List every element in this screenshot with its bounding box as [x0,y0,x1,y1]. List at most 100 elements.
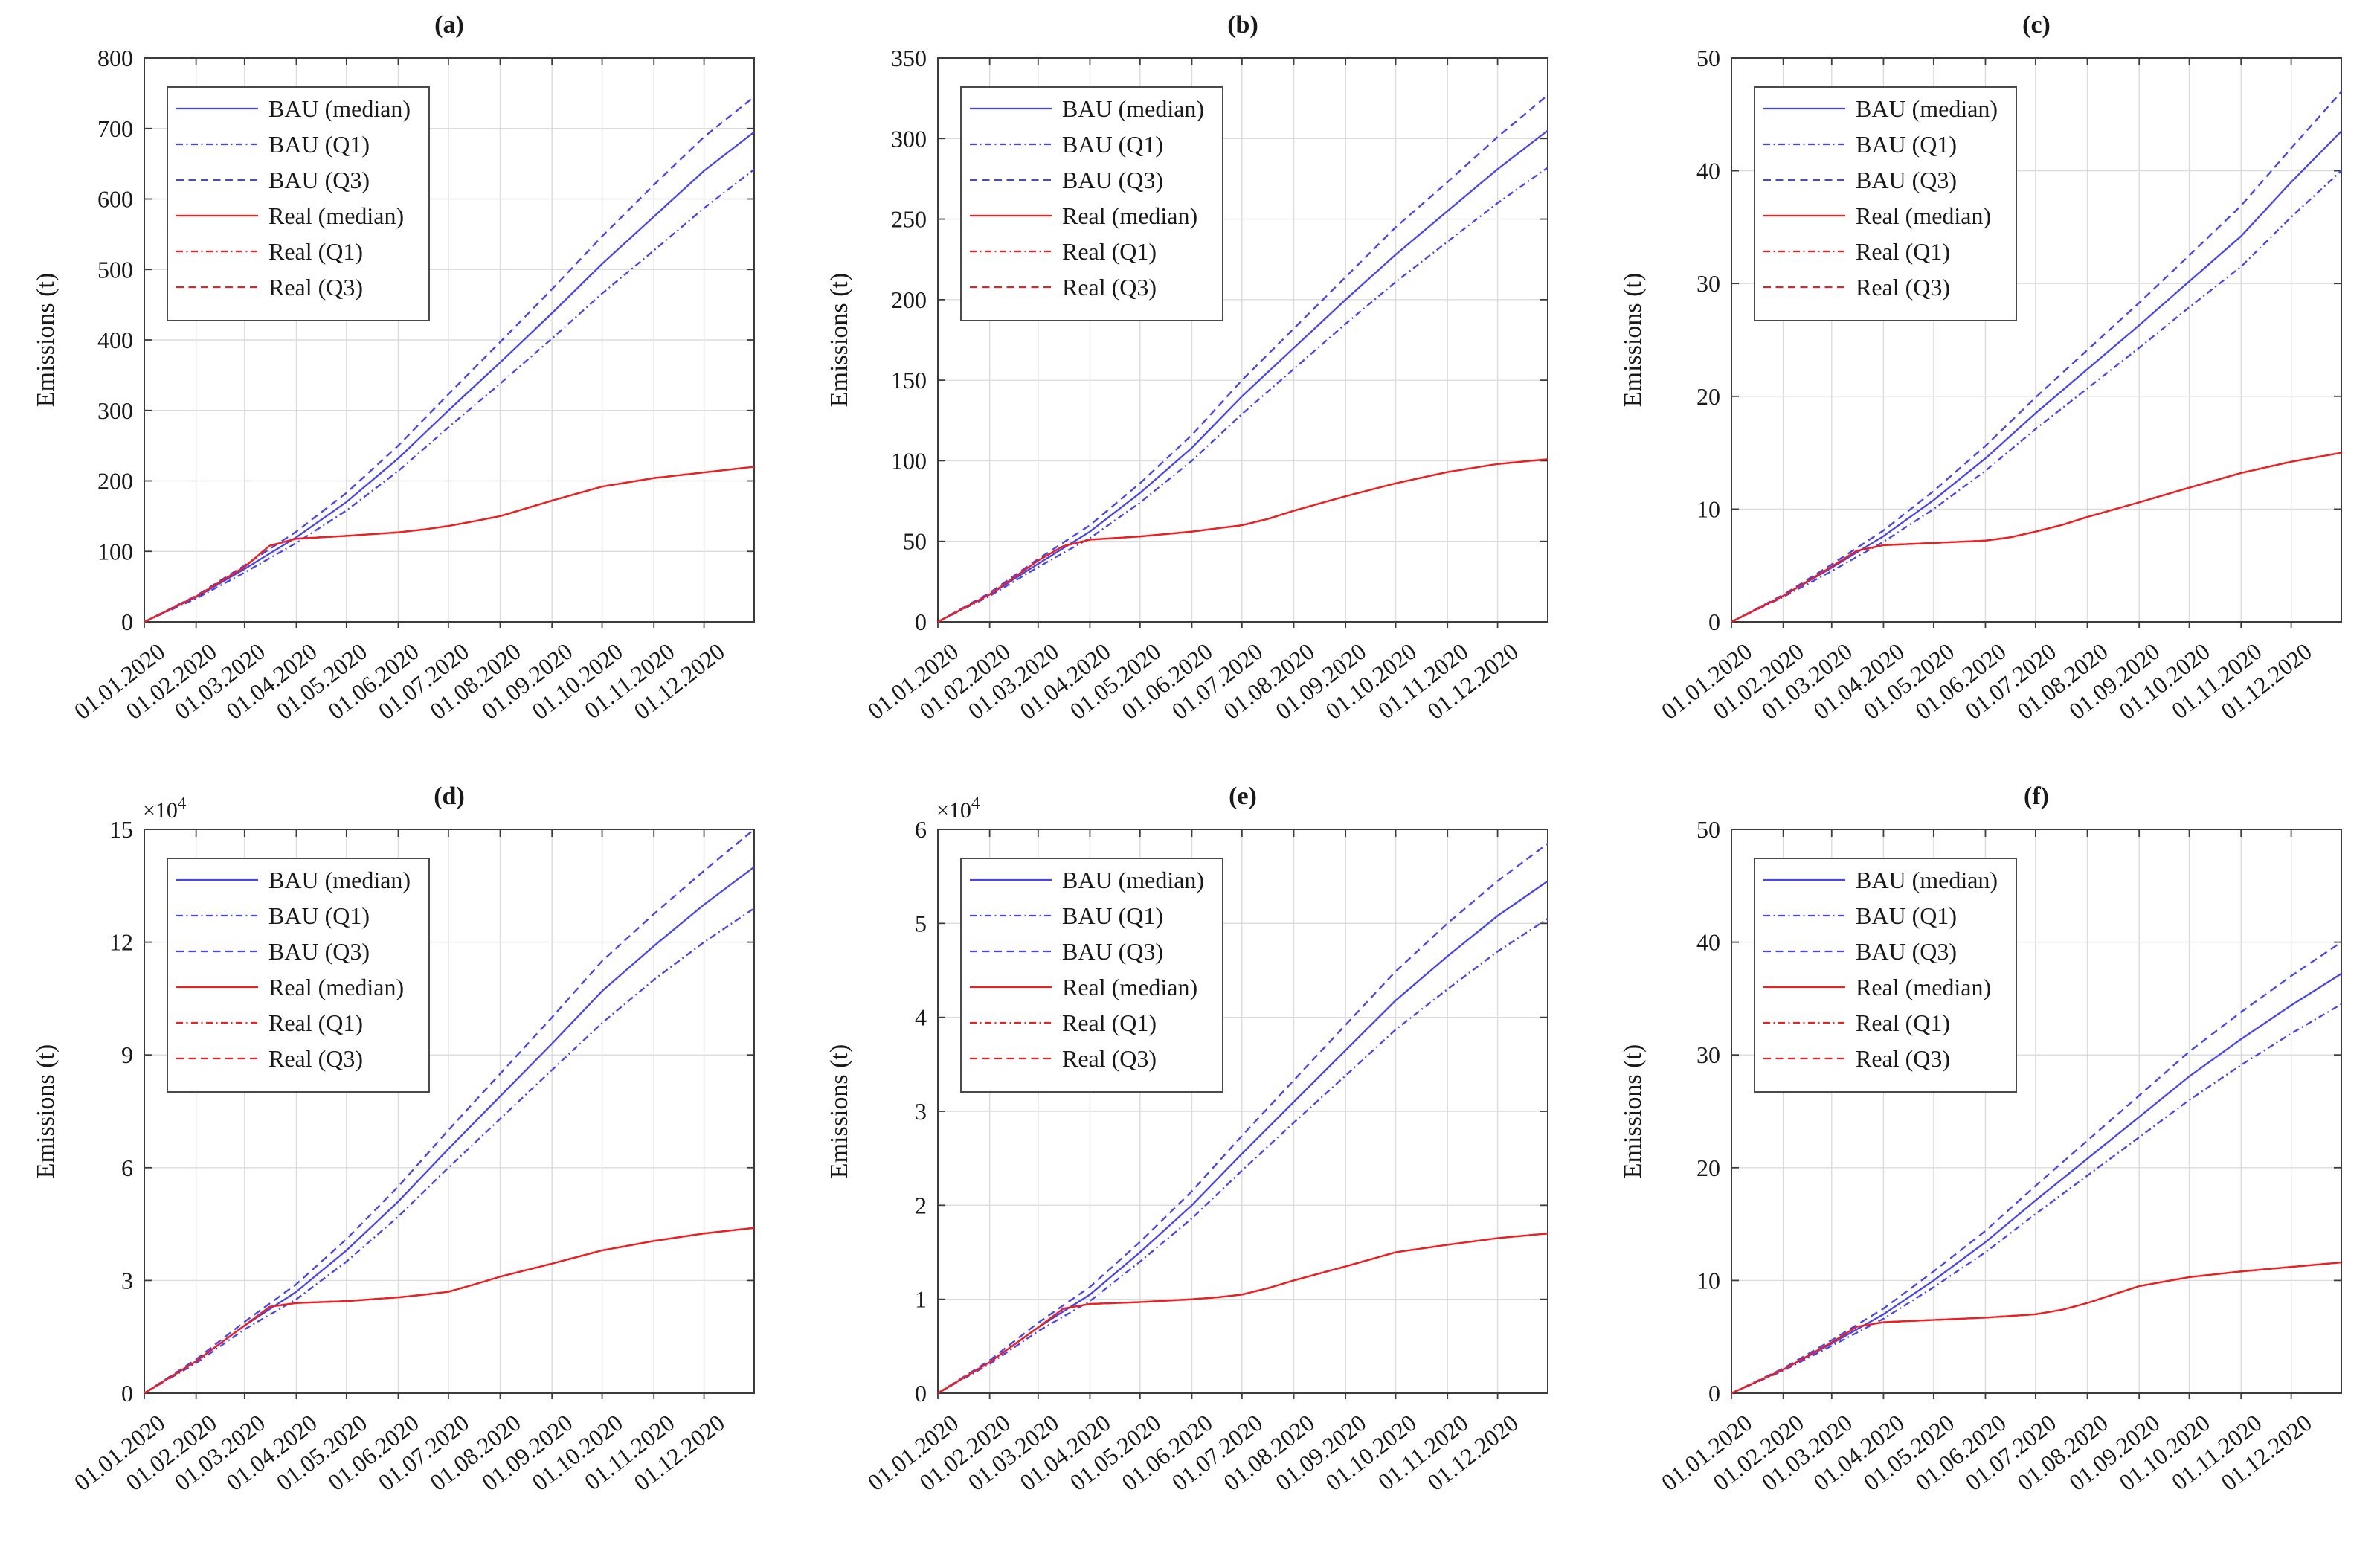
series-bau_q3 [144,829,755,1394]
series-real_median [937,1233,1548,1394]
legend-entry: Real (Q1) [1763,238,1950,265]
legend-entry: BAU (median) [1763,867,1998,893]
legend-entry: BAU (Q3) [176,167,370,193]
legend-entry: BAU (Q3) [970,938,1163,965]
y-tick-label: 800 [97,45,133,71]
legend-entry: Real (median) [176,974,404,1000]
y-tick-label: 50 [903,528,927,555]
legend: BAU (median) BAU (Q1) BAU (Q3) Real (median… [960,86,1223,321]
y-tick-label: 20 [1696,383,1720,410]
legend-label: BAU (Q1) [1856,131,1957,158]
legend-entry: BAU (Q3) [176,938,370,965]
y-tick-label: 600 [97,186,133,213]
plot-box [937,57,1548,623]
chart-title: (a) [434,11,464,39]
subplot-e: BAU (median) BAU (Q1) BAU (Q3) Real (median… [794,771,1586,1542]
legend-entry: Real (Q3) [970,1045,1157,1072]
legend-label: Real (median) [1856,974,1991,1000]
legend: BAU (median) BAU (Q1) BAU (Q3) Real (median… [1754,86,2017,321]
series-real_q3 [1731,452,2342,623]
chart-title: (e) [1229,783,1257,810]
chart-title: (b) [1227,11,1258,39]
legend-entry: BAU (Q3) [1763,938,1957,965]
y-axis-label: Emissions (t) [32,273,60,407]
legend-entry: Real (Q1) [176,1009,363,1036]
axis-ticks [144,829,754,1399]
y-tick-label: 300 [891,125,927,152]
legend-entry: BAU (median) [176,867,411,893]
legend-label: Real (Q1) [268,1009,363,1036]
series-bau_q1 [1731,170,2342,623]
y-tick-label: 50 [1696,45,1720,71]
legend-box [167,858,430,1093]
legend: BAU (median) BAU (Q1) BAU (Q3) Real (median… [167,86,430,321]
series-real_median [1731,1261,2342,1395]
y-tick-label: 250 [891,206,927,233]
legend-box [167,86,430,321]
axis-ticks [1731,57,2341,628]
y-tick-label: 15 [109,816,133,843]
y-axis-label: Emissions (t) [32,1044,60,1178]
y-tick-label: 200 [97,468,133,495]
legend: BAU (median) BAU (Q1) BAU (Q3) Real (median… [960,858,1223,1093]
legend-box [960,86,1223,321]
series-real_median [144,1227,755,1394]
legend-label: Real (Q3) [268,1045,363,1072]
legend-entry: BAU (Q1) [1763,902,1957,929]
legend-entry: BAU (median) [1763,95,1998,122]
legend-label: Real (Q3) [1856,274,1950,301]
legend-entry: BAU (median) [970,95,1204,122]
legend-label: BAU (Q3) [1856,938,1957,965]
legend-entry: BAU (Q1) [970,131,1163,158]
series-bau_median [144,131,755,623]
legend-entry: BAU (Q3) [1763,167,1957,193]
y-tick-label: 100 [891,447,927,474]
legend-label: Real (Q1) [1062,238,1157,265]
y-tick-label: 9 [121,1041,133,1068]
legend-entry: Real (median) [176,202,404,229]
y-tick-label: 500 [97,256,133,283]
y-tick-label: 400 [97,327,133,353]
series-real_q3 [144,466,755,623]
series-bau_q3 [144,96,755,623]
y-axis-label: Emissions (t) [1619,273,1647,407]
axis-ticks [144,57,754,628]
legend-label: Real (median) [1062,202,1197,229]
legend-entry: Real (Q3) [1763,1045,1950,1072]
series-real_q1 [1731,452,2342,623]
legend-entry: Real (Q3) [970,274,1157,301]
legend-label: BAU (Q1) [1062,902,1163,929]
legend-entry: Real (Q3) [176,274,363,301]
y-tick-label: 3 [121,1267,133,1294]
legend-entry: Real (Q3) [176,1045,363,1072]
legend-label: BAU (Q3) [1062,167,1163,193]
legend-label: BAU (Q1) [268,131,370,158]
y-tick-label: 300 [97,397,133,424]
chart-d: BAU (median) BAU (Q1) BAU (Q3) Real (median… [32,783,755,1496]
legend-label: Real (median) [268,202,404,229]
plot-box [1731,57,2342,623]
y-tick-label: 40 [1696,158,1720,184]
y-tick-label: 10 [1696,495,1720,522]
series-bau_median [1731,973,2342,1395]
legend-entry: Real (Q1) [1763,1009,1950,1036]
legend-entry: Real (median) [970,202,1197,229]
y-axis-exponent: ×104 [936,794,980,823]
chart-title: (d) [434,783,465,810]
series-real_q3 [937,1233,1548,1394]
legend-label: BAU (Q3) [268,938,370,965]
legend-entry: BAU (Q1) [176,131,370,158]
y-tick-label: 6 [915,816,927,843]
series-real_q3 [144,1227,755,1394]
legend-entry: Real (Q1) [176,238,363,265]
series-real_q1 [144,1227,755,1394]
series-real_median [144,466,755,623]
chart-a: BAU (median) BAU (Q1) BAU (Q3) Real (median… [32,11,755,725]
subplot-f: BAU (median) BAU (Q1) BAU (Q3) Real (median… [1587,771,2380,1542]
plot-box [144,829,755,1394]
y-axis-exponent: ×104 [143,794,187,823]
y-tick-label: 0 [1708,1380,1720,1407]
chart-f: BAU (median) BAU (Q1) BAU (Q3) Real (median… [1619,783,2342,1496]
y-tick-label: 3 [915,1098,927,1125]
